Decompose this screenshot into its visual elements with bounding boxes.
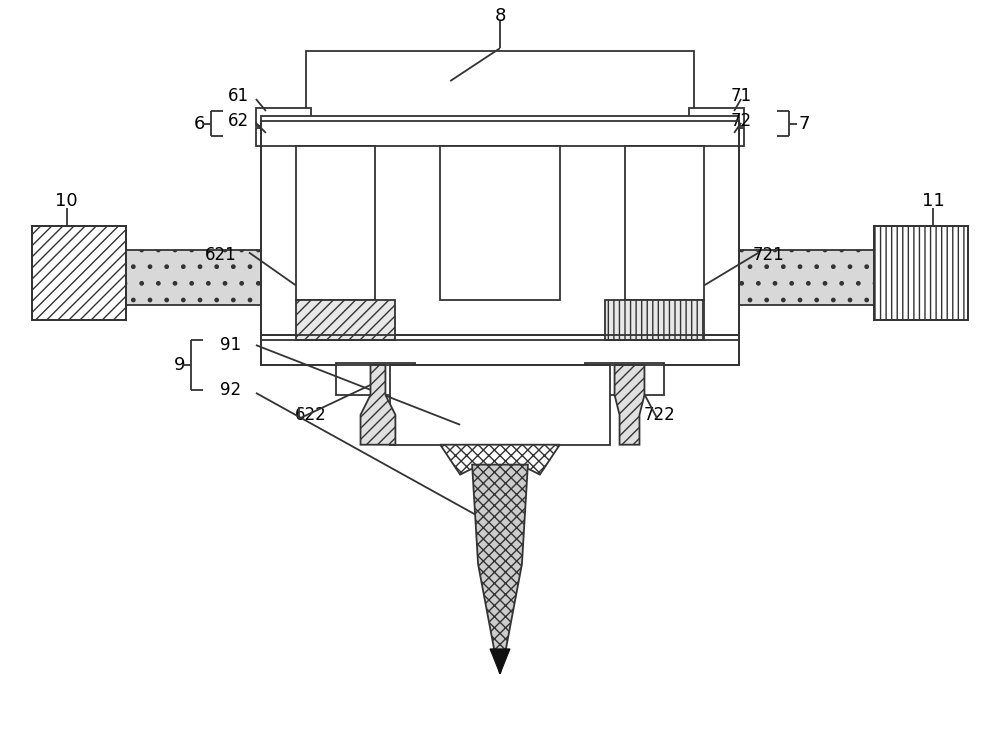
Bar xyxy=(625,146,704,301)
Bar xyxy=(689,128,744,146)
Bar xyxy=(739,251,874,305)
Bar xyxy=(440,146,560,301)
Bar xyxy=(261,335,739,365)
Bar xyxy=(336,363,415,395)
Bar xyxy=(296,146,375,301)
Text: 721: 721 xyxy=(753,246,785,265)
Text: 6: 6 xyxy=(193,115,205,133)
Polygon shape xyxy=(440,445,560,475)
Text: 10: 10 xyxy=(55,192,78,209)
Text: 7: 7 xyxy=(798,115,810,133)
Text: 621: 621 xyxy=(205,246,237,265)
Bar xyxy=(306,51,694,181)
Text: 62: 62 xyxy=(227,112,249,130)
Bar xyxy=(261,121,739,340)
Text: 11: 11 xyxy=(922,192,945,209)
Text: 61: 61 xyxy=(227,87,249,105)
Bar xyxy=(32,226,126,320)
Polygon shape xyxy=(361,365,395,445)
Text: 622: 622 xyxy=(295,406,327,424)
Text: 72: 72 xyxy=(731,112,752,130)
Bar xyxy=(605,301,704,340)
Text: 9: 9 xyxy=(173,356,185,374)
Polygon shape xyxy=(490,649,510,674)
Bar xyxy=(126,251,261,305)
Bar xyxy=(256,108,311,126)
Polygon shape xyxy=(615,365,644,445)
Text: 8: 8 xyxy=(494,7,506,25)
Bar xyxy=(261,121,739,340)
Bar xyxy=(689,108,744,126)
Polygon shape xyxy=(472,465,528,674)
Text: 92: 92 xyxy=(220,381,242,399)
Bar xyxy=(874,226,968,320)
Text: 722: 722 xyxy=(644,406,675,424)
Bar xyxy=(261,335,739,365)
Bar xyxy=(874,226,968,320)
Bar xyxy=(296,301,395,340)
Text: 91: 91 xyxy=(220,336,242,354)
Bar xyxy=(32,226,126,320)
Polygon shape xyxy=(390,365,610,445)
Bar xyxy=(261,116,739,146)
Bar xyxy=(256,128,311,146)
Bar xyxy=(585,363,664,395)
Text: 71: 71 xyxy=(731,87,752,105)
